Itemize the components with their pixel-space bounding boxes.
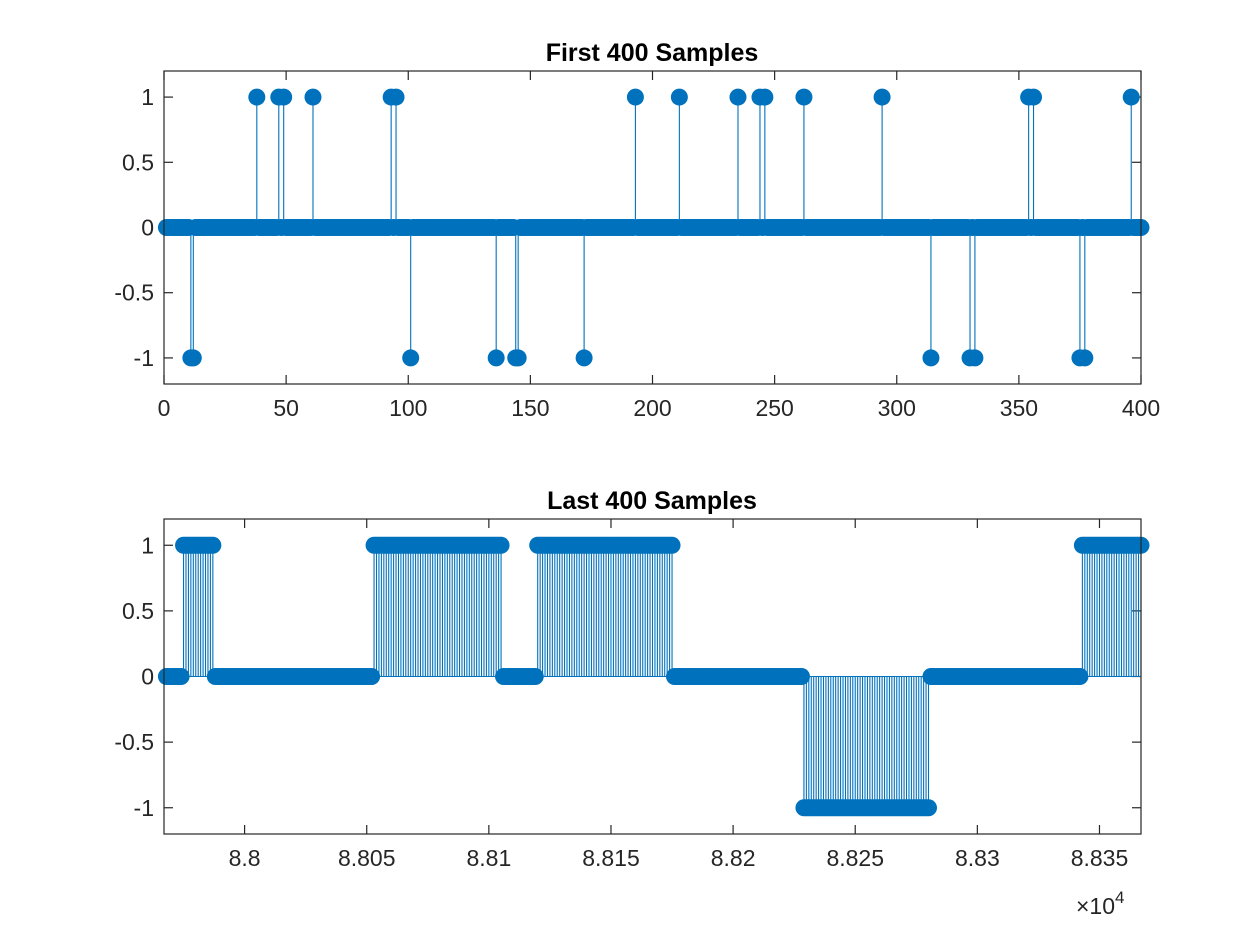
stem-marker	[402, 349, 420, 367]
stem-marker	[172, 668, 190, 685]
bottom-subplot-x-tick-label: 8.8	[229, 845, 261, 871]
bottom-subplot-x-tick-label: 8.825	[826, 845, 884, 871]
bottom-subplot-x-tick-label: 8.835	[1071, 845, 1129, 871]
bottom-subplot-x-tick-label: 8.82	[711, 845, 756, 871]
stem-marker	[387, 88, 405, 106]
stem-marker	[184, 349, 202, 367]
top-subplot-x-tick-label: 350	[1000, 395, 1038, 421]
stem-marker	[487, 349, 505, 367]
top-subplot-y-ticks: 1 0.5 0 -0.5 -1	[114, 84, 1141, 371]
bottom-subplot-y-tick-label: -1	[134, 795, 154, 821]
stem-marker	[509, 349, 527, 367]
top-subplot: First 400 Samples 0 50 100 150 200 250 300 350 4…	[114, 39, 1160, 421]
stem-marker	[526, 668, 544, 685]
top-subplot-y-tick-label: 0	[141, 215, 154, 241]
bottom-subplot-x-ticks: 8.8 8.805 8.81 8.815 8.82 8.825 8.83 8.835	[229, 519, 1129, 871]
top-subplot-y-tick-label: -1	[134, 345, 154, 371]
stem-marker	[966, 349, 984, 367]
top-subplot-x-tick-label: 300	[878, 395, 916, 421]
x-axis-exponent-base: ×10	[1076, 893, 1115, 919]
bottom-subplot-y-ticks: 1 0.5 0 -0.5 -1	[114, 532, 1141, 821]
stem-marker	[922, 349, 940, 367]
bottom-subplot-frame	[163, 518, 1142, 835]
stem-marker	[248, 88, 266, 106]
bottom-subplot-y-tick-label: 0	[141, 664, 154, 690]
top-subplot-stems	[157, 88, 1150, 367]
stem-marker	[670, 88, 688, 106]
top-subplot-x-tick-label: 150	[511, 395, 549, 421]
stem-marker	[663, 536, 681, 554]
top-subplot-x-tick-label: 250	[755, 395, 793, 421]
stem-marker	[792, 668, 810, 685]
stem-marker	[1071, 668, 1089, 685]
stem-marker	[575, 349, 593, 367]
stem-marker	[204, 536, 222, 554]
stem-marker	[873, 88, 891, 106]
bottom-subplot-y-tick-label: -0.5	[114, 729, 154, 755]
stem-marker	[363, 668, 381, 685]
stem-marker	[795, 88, 813, 106]
stem-marker	[729, 88, 747, 106]
stem-marker	[304, 88, 322, 106]
top-subplot-frame	[163, 70, 1142, 385]
stem-marker	[1076, 349, 1094, 367]
bottom-subplot-x-tick-label: 8.81	[466, 845, 511, 871]
stem-marker	[756, 88, 774, 106]
bottom-subplot-y-tick-label: 0.5	[122, 598, 154, 624]
stem-marker	[275, 88, 293, 106]
x-axis-exponent-label: ×104	[1076, 888, 1124, 919]
bottom-subplot-title: Last 400 Samples	[547, 487, 757, 515]
stem-marker	[1025, 88, 1043, 106]
bottom-subplot-x-tick-label: 8.815	[582, 845, 640, 871]
bottom-subplot-stems	[157, 536, 1150, 817]
top-subplot-title: First 400 Samples	[546, 39, 759, 67]
top-subplot-y-tick-label: 0.5	[122, 149, 154, 175]
top-subplot-x-tick-label: 0	[158, 395, 171, 421]
bottom-subplot-x-tick-label: 8.805	[338, 845, 396, 871]
bottom-subplot: Last 400 Samples 8.8 8.805 8.81 8.815 8.82 8.…	[114, 487, 1150, 919]
stem-marker	[626, 88, 644, 106]
x-axis-exponent-power: 4	[1115, 888, 1124, 907]
top-subplot-y-tick-label: -0.5	[114, 280, 154, 306]
bottom-subplot-y-tick-label: 1	[141, 532, 154, 558]
top-subplot-x-tick-label: 100	[389, 395, 427, 421]
top-subplot-x-tick-label: 50	[273, 395, 299, 421]
bottom-subplot-x-tick-label: 8.83	[955, 845, 1000, 871]
top-subplot-x-tick-label: 200	[633, 395, 671, 421]
top-subplot-x-tick-label: 400	[1122, 395, 1160, 421]
stem-marker	[1122, 88, 1140, 106]
stem-marker	[492, 536, 510, 554]
top-subplot-y-tick-label: 1	[141, 84, 154, 110]
stem-marker	[920, 799, 938, 817]
top-subplot-x-ticks: 0 50 100 150 200 250 300 350 400	[158, 71, 1160, 421]
